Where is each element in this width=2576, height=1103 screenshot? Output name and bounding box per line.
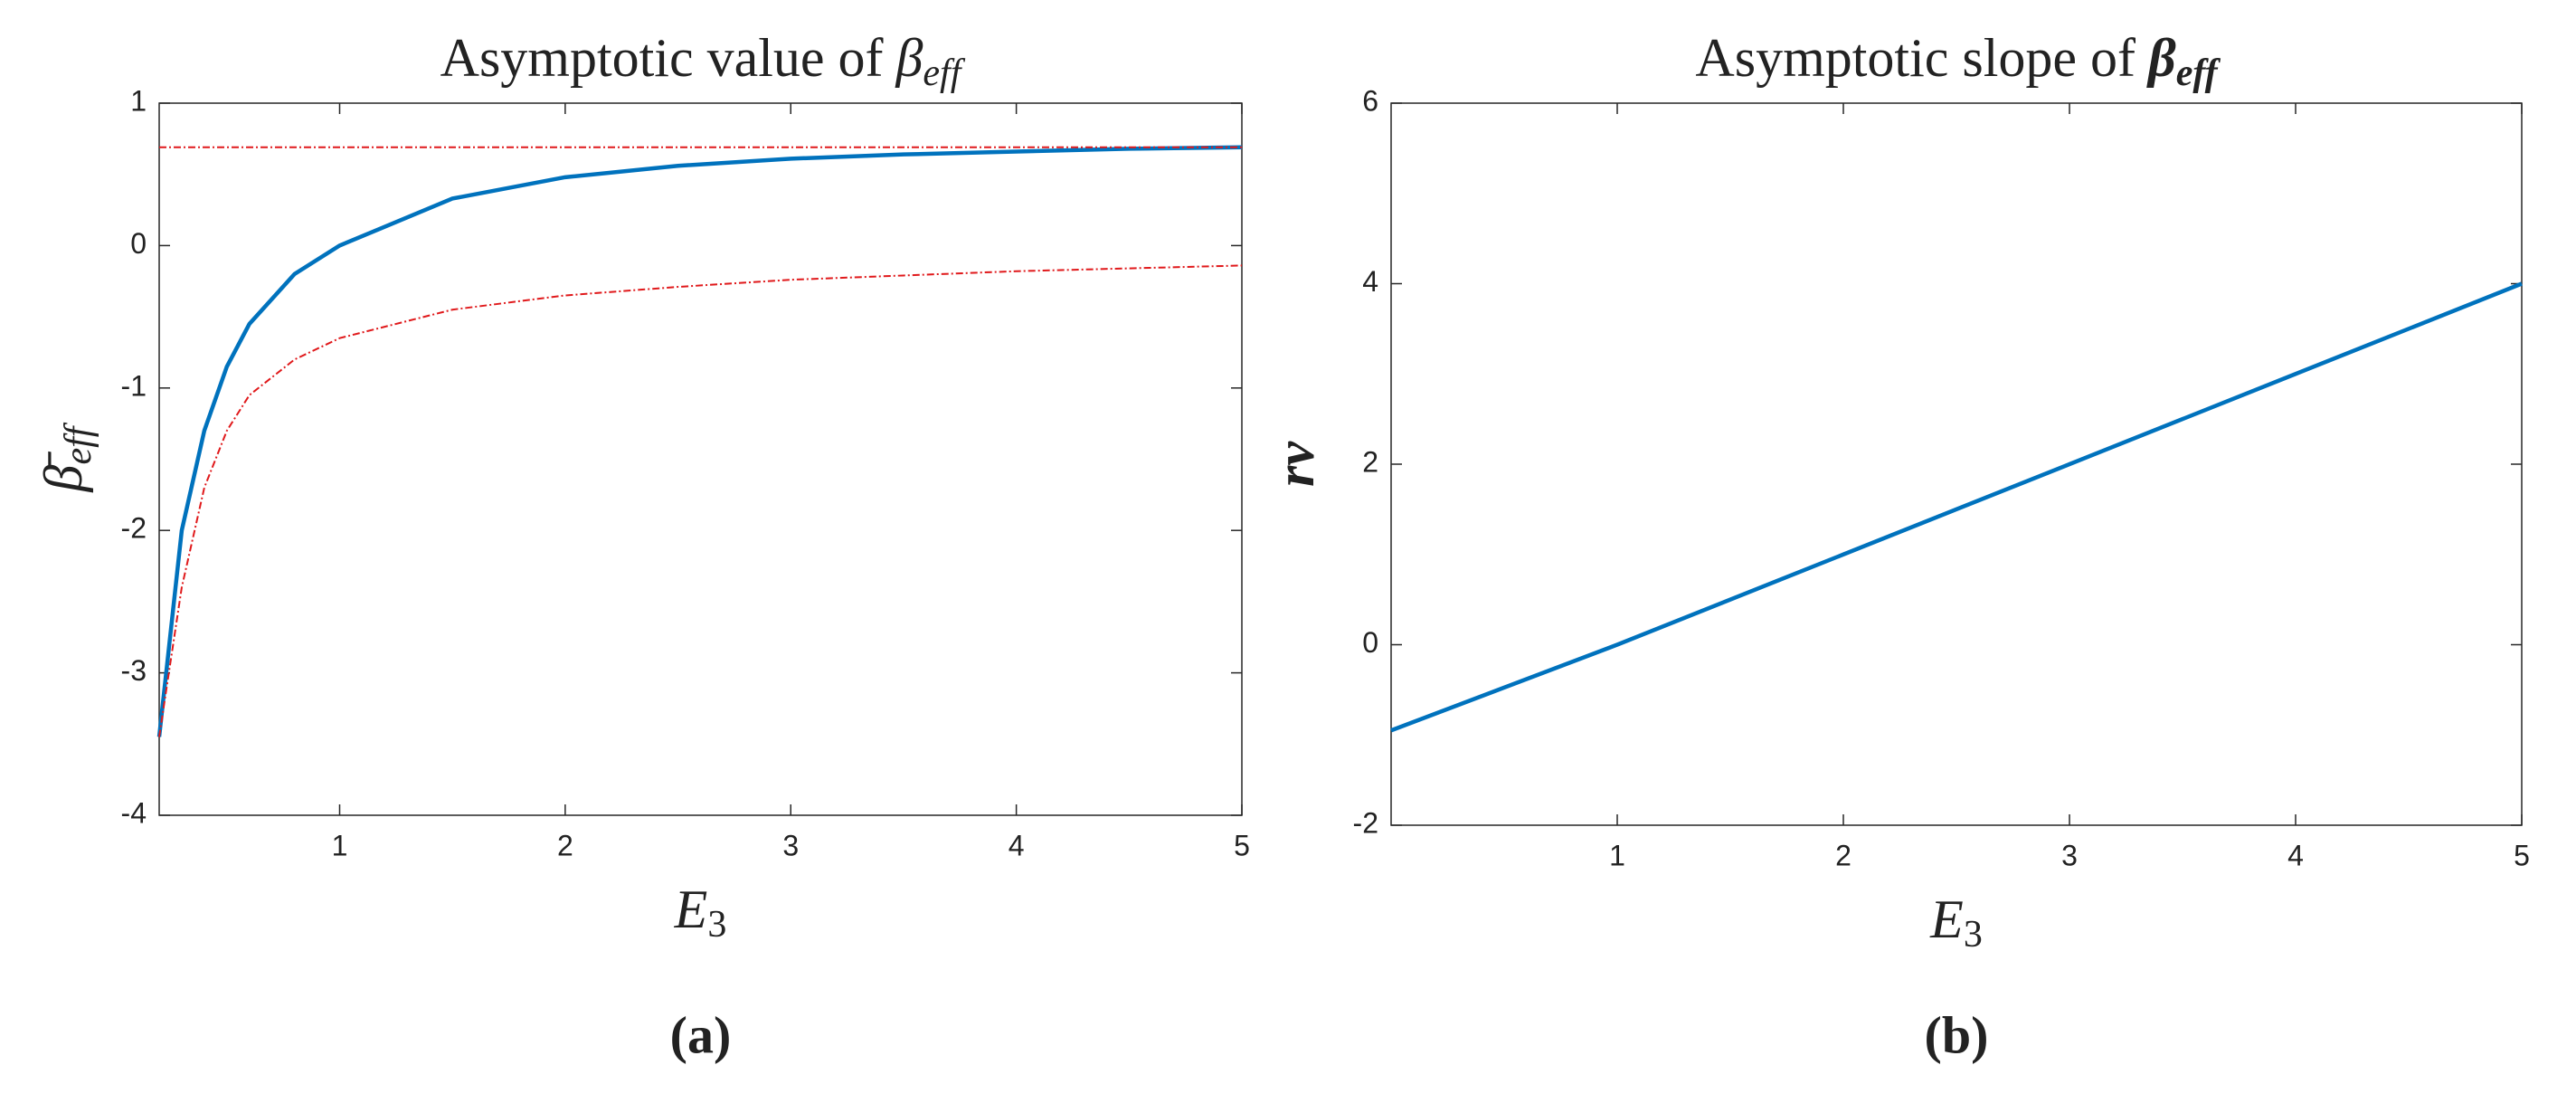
x-tick-label: 4 [1009,829,1025,861]
x-tick-label: 1 [332,829,348,861]
y-tick-label: 1 [130,84,147,117]
y-axis-label: β̄eff [33,422,99,492]
x-label-subscript: 3 [1964,914,1983,956]
x-tick-label: 2 [557,829,573,861]
y-label-subscript: eff [58,422,99,464]
chart-title: Asymptotic slope of βeff [1695,28,2221,94]
axes-box [1390,102,2523,826]
y-axis-label: rv [1265,441,1325,487]
axes-box [158,102,1243,816]
title-subscript: eff [2176,52,2221,94]
y-tick-label: 4 [1362,265,1378,298]
x-tick-label: 1 [1609,839,1625,871]
y-tick-label: -2 [121,512,147,545]
title-text: Asymptotic slope of [1695,28,2136,88]
chart-title: Asymptotic value of βeff [440,28,966,94]
x-tick-label: 2 [1835,839,1852,871]
x-tick-label: 5 [1234,829,1250,861]
data-line [1390,281,2523,733]
caption: (b) [1925,1005,1989,1064]
y-tick-label: 0 [1362,626,1378,659]
y-tick-label: -3 [121,654,147,687]
y-tick-label: -1 [121,369,147,402]
caption: (a) [670,1005,732,1064]
y-tick-label: 0 [130,227,147,260]
y-tick-label: 6 [1362,84,1378,117]
x-axis-label: E3 [674,880,727,946]
y-label-text: rv [1265,441,1325,487]
data-line [156,145,1243,737]
x-label-text: E [1929,889,1964,949]
title-symbol: β [2146,28,2176,88]
y-tick-label: -4 [121,796,147,829]
title-symbol: β [895,28,923,88]
x-tick-label: 3 [782,829,799,861]
x-axis-label: E3 [1929,889,1983,956]
title-text: Asymptotic value of [440,28,884,88]
y-tick-label: -2 [1353,806,1378,839]
x-label-subscript: 3 [707,904,726,946]
y-tick-label: 2 [1362,445,1378,478]
x-tick-label: 5 [2514,839,2530,871]
x-tick-label: 3 [2061,839,2078,871]
title-subscript: eff [923,52,965,94]
data-line [158,264,1243,737]
x-tick-label: 4 [2287,839,2304,871]
x-label-text: E [674,880,708,939]
